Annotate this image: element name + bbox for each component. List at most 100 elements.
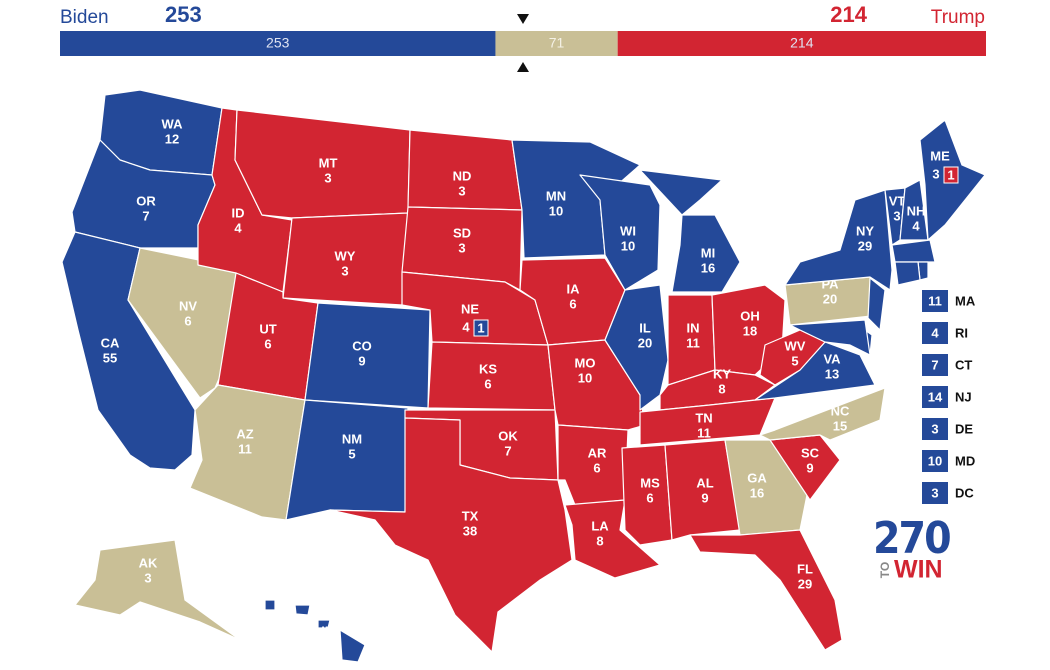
state-name: ME xyxy=(930,148,950,163)
state-name: MT xyxy=(319,155,338,170)
callout-votes: 11 xyxy=(928,293,942,308)
rep-total: 214 xyxy=(830,2,867,27)
callout-name: RI xyxy=(955,325,968,340)
callout-votes: 7 xyxy=(931,357,938,372)
state-shape xyxy=(285,399,409,521)
state-votes: 3 xyxy=(893,208,900,223)
state-votes: 4 xyxy=(318,638,326,653)
state-votes: 3 xyxy=(458,183,465,198)
state-votes: 13 xyxy=(825,366,839,381)
state-name: MI xyxy=(701,245,715,260)
state-votes: 5 xyxy=(348,446,355,461)
callout-name: DC xyxy=(955,485,974,500)
state-shape xyxy=(789,319,871,356)
state-name: CA xyxy=(101,335,120,350)
state-name: SC xyxy=(801,445,820,460)
state-name: HI xyxy=(316,623,329,638)
state: 3 DC xyxy=(922,482,974,504)
state: KS6 xyxy=(427,341,556,411)
state-shape xyxy=(784,189,893,291)
state-votes: 20 xyxy=(638,335,652,350)
state-name: NV xyxy=(179,298,197,313)
state-name: LA xyxy=(591,518,609,533)
state-name: WI xyxy=(620,223,636,238)
state: NM5 xyxy=(285,399,409,521)
state: 4 RI xyxy=(917,261,968,344)
callout-box xyxy=(922,386,948,408)
logo-to: TO xyxy=(878,562,892,578)
state-votes: 8 xyxy=(596,533,603,548)
marker-top xyxy=(517,14,529,24)
state-name: CO xyxy=(352,338,372,353)
state-name: VT xyxy=(889,193,906,208)
callout-votes: 14 xyxy=(928,389,943,404)
state-shape xyxy=(264,599,276,611)
state-name: MO xyxy=(575,355,596,370)
state-votes: 3 xyxy=(458,240,465,255)
state-votes: 11 xyxy=(238,441,252,456)
callout-votes: 3 xyxy=(931,421,938,436)
state-name: AZ xyxy=(236,426,253,441)
state-shape xyxy=(329,417,573,653)
state-votes: 9 xyxy=(701,490,708,505)
state-shape xyxy=(894,261,921,286)
state-votes: 29 xyxy=(858,238,872,253)
state-name: MS xyxy=(640,475,660,490)
state-votes: 9 xyxy=(358,353,365,368)
split-votes: 1 xyxy=(477,320,484,335)
state-votes: 6 xyxy=(593,460,600,475)
state-shape xyxy=(74,539,241,641)
state: AR6 xyxy=(557,424,629,506)
state-votes: 16 xyxy=(750,485,764,500)
state-name: FL xyxy=(797,561,813,576)
state-shape xyxy=(891,239,936,263)
bar-label: 214 xyxy=(790,35,814,51)
logo: 270 TO WIN xyxy=(873,513,952,584)
state-name: NE xyxy=(461,301,479,316)
state: UT6 xyxy=(217,272,319,401)
state: ME 3 1 xyxy=(919,119,986,241)
callout-name: NJ xyxy=(955,389,972,404)
state: WY3 xyxy=(282,212,409,306)
state-votes: 6 xyxy=(484,376,491,391)
state-votes: 6 xyxy=(184,313,191,328)
state-shape xyxy=(621,444,673,546)
state-votes: 15 xyxy=(833,418,847,433)
state-votes: 3 xyxy=(144,570,151,585)
state: MS6 xyxy=(621,444,673,546)
state-votes: 4 xyxy=(234,220,242,235)
callout-votes: 10 xyxy=(928,453,942,468)
state-shape xyxy=(304,302,431,409)
state-votes: 9 xyxy=(806,460,813,475)
callout-name: CT xyxy=(955,357,972,372)
dem-total: 253 xyxy=(165,2,202,27)
state-shape xyxy=(604,284,669,411)
callout-box xyxy=(922,322,948,344)
state-name: TX xyxy=(462,508,479,523)
state-name: IA xyxy=(567,281,581,296)
state-name: NM xyxy=(342,431,362,446)
state-shape xyxy=(867,277,886,331)
state-votes: 55 xyxy=(103,350,117,365)
callout-box xyxy=(922,418,948,440)
state-votes: 18 xyxy=(743,323,757,338)
state-name: IN xyxy=(687,320,700,335)
state-votes: 8 xyxy=(718,381,725,396)
bar-segment xyxy=(617,31,986,56)
state-name: WY xyxy=(335,248,356,263)
state: OR7 xyxy=(71,139,216,249)
state-name: AK xyxy=(139,555,158,570)
callout-name: MD xyxy=(955,453,975,468)
state-shape xyxy=(339,629,366,663)
split-box xyxy=(473,319,489,337)
marker-bottom xyxy=(517,62,529,72)
